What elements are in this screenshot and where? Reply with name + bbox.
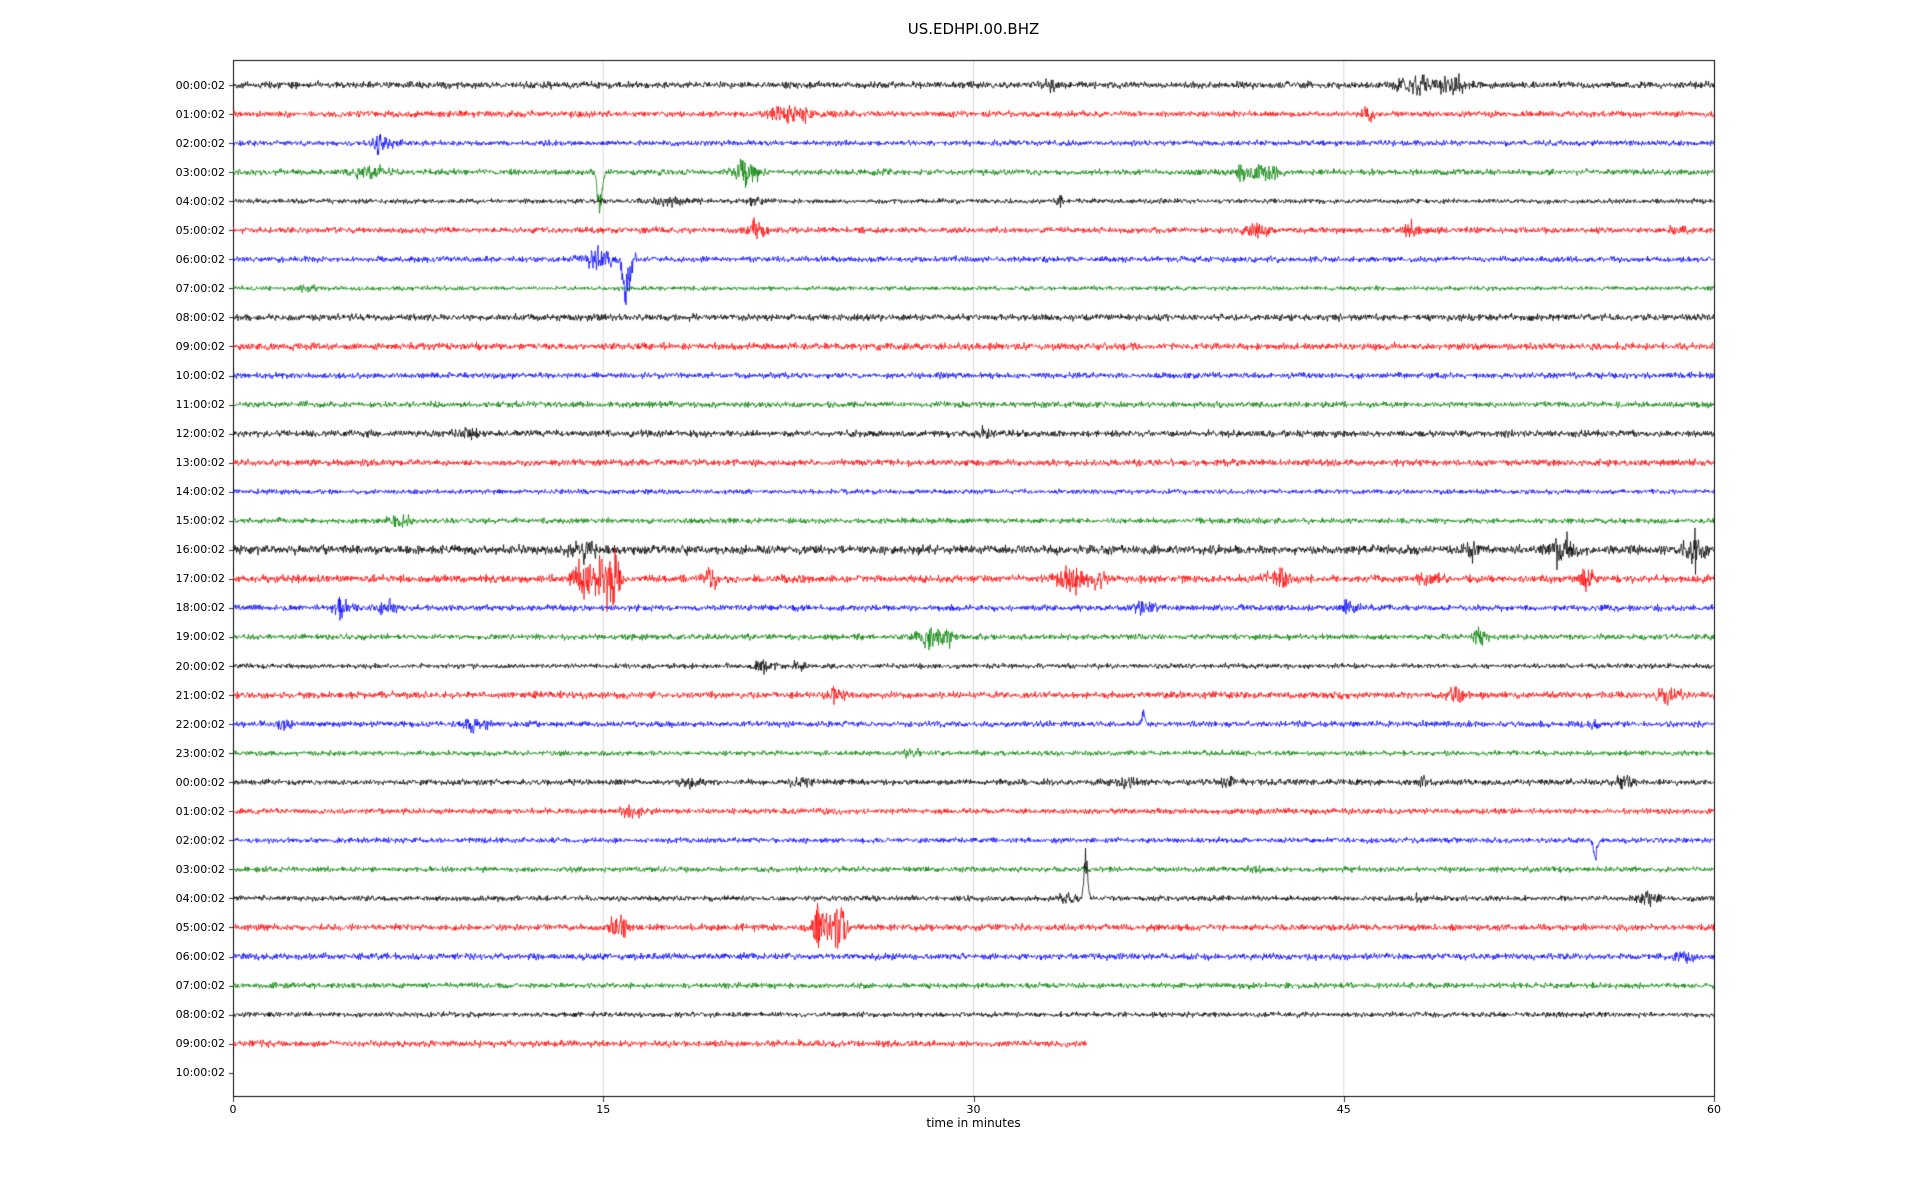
trace-time-label: 16:00:02 [175,543,225,557]
x-tick-label: 0 [229,1103,237,1116]
trace-time-label: 06:00:02 [175,950,225,963]
trace-time-label: 01:00:02 [175,804,225,818]
trace-time-label: 05:00:02 [175,920,225,934]
trace-time-label: 08:00:02 [175,310,225,324]
x-tick-label: 45 [1336,1103,1351,1116]
trace-time-label: 11:00:02 [175,398,225,412]
trace-time-label: 04:00:02 [175,194,225,208]
trace-time-label: 23:00:02 [175,746,225,760]
trace-time-label: 04:00:02 [175,891,225,905]
trace-time-label: 21:00:02 [175,688,225,702]
trace-time-label: 12:00:02 [175,427,225,441]
x-tick-label: 60 [1707,1103,1721,1116]
trace-time-label: 15:00:02 [175,514,225,528]
trace-time-label: 14:00:02 [175,485,225,499]
trace-time-label: 19:00:02 [175,630,225,644]
trace-time-label: 01:00:02 [175,107,225,121]
trace-time-label: 22:00:02 [175,717,225,731]
trace-time-label: 13:00:02 [175,456,225,470]
trace-time-label: 08:00:02 [175,1008,225,1022]
x-tick-label: 15 [596,1103,611,1116]
trace-time-label: 18:00:02 [175,601,225,615]
trace-time-label: 09:00:02 [175,1037,225,1051]
trace-time-label: 07:00:02 [175,979,225,993]
trace-time-label: 10:00:02 [175,1066,225,1080]
trace-time-label: 03:00:02 [175,862,225,876]
trace-time-label: 09:00:02 [175,339,225,353]
trace-time-label: 06:00:02 [175,252,225,266]
trace-time-label: 07:00:02 [175,281,225,295]
x-tick-label: 30 [966,1103,981,1116]
plot-title: US.EDHPI.00.BHZ [907,20,1040,38]
trace-time-label: 03:00:02 [175,165,225,179]
trace-time-label: 10:00:02 [175,369,225,382]
trace-time-label: 00:00:02 [175,78,225,92]
x-axis-label: time in minutes [926,1116,1021,1130]
trace-time-label: 05:00:02 [175,223,225,237]
trace-time-label: 00:00:02 [175,775,225,789]
trace-time-label: 02:00:02 [175,833,225,847]
trace-time-label: 17:00:02 [175,572,225,586]
trace-time-label: 02:00:02 [175,136,225,150]
trace-time-label: 20:00:02 [175,659,225,673]
